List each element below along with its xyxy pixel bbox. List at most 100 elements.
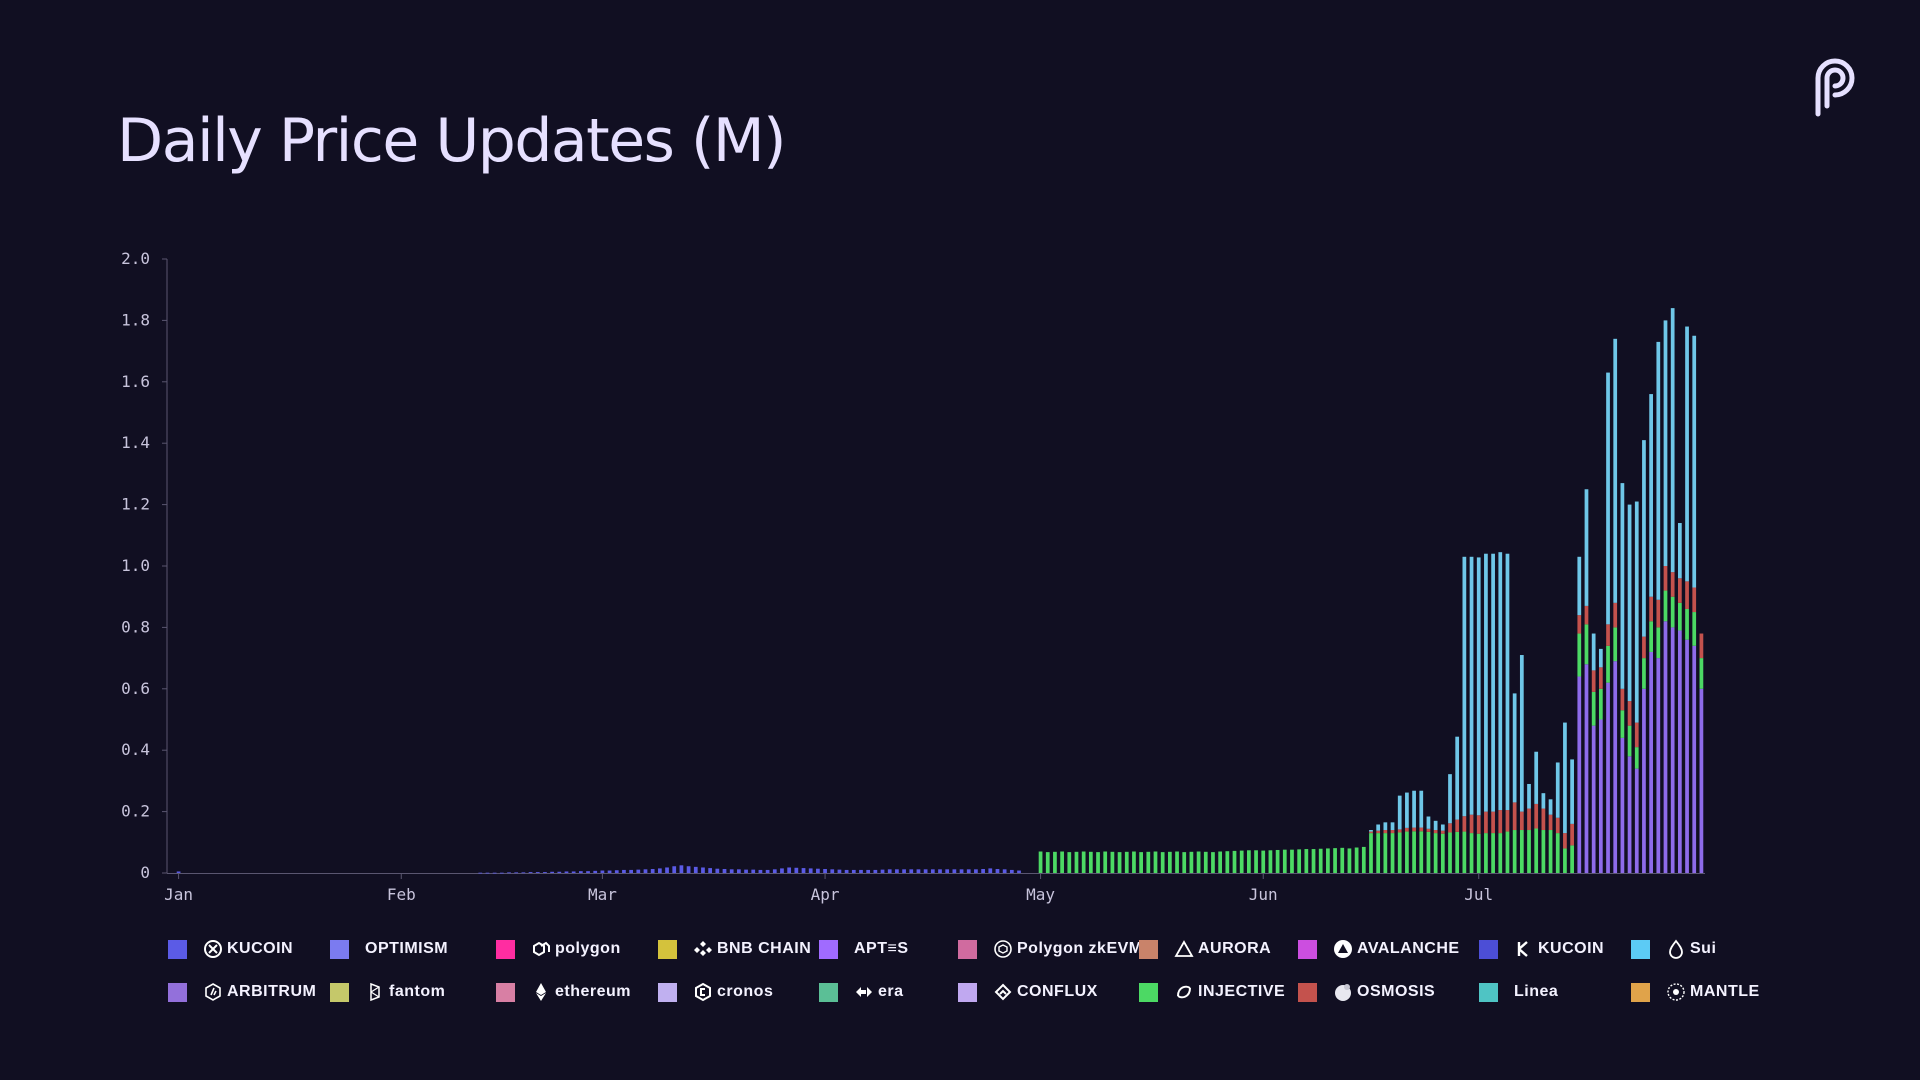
legend-swatch: [1479, 982, 1498, 1002]
bar-segment-2: [1232, 850, 1237, 873]
bar-segment-0: [708, 868, 713, 873]
legend-item: BNB CHAIN: [658, 936, 811, 962]
bar-segment-4: [1663, 320, 1668, 566]
bar-segment-1: [1598, 719, 1603, 873]
bar-segment-2: [1455, 831, 1460, 873]
bar-segment-0: [758, 869, 763, 873]
cronos-icon: [695, 982, 711, 1002]
bar-segment-3: [1426, 828, 1431, 832]
bar-segment-2: [1354, 847, 1359, 873]
legend-item: OPTIMISM: [330, 936, 448, 962]
bar-segment-1: [1692, 645, 1697, 873]
bar-segment-2: [1053, 851, 1057, 873]
bar-segment-3: [1376, 830, 1381, 834]
bar-segment-2: [1347, 848, 1352, 873]
bar-segment-2: [1642, 658, 1646, 689]
bar-segment-2: [1189, 851, 1194, 873]
bar-segment-4: [1527, 783, 1531, 809]
bar-segment-3: [1620, 688, 1625, 711]
bar-segment-0: [679, 865, 684, 873]
bar-segment-3: [1448, 823, 1452, 833]
bar-segment-2: [1634, 747, 1639, 769]
bar-segment-2: [1117, 852, 1122, 873]
arbitrum-icon: [205, 983, 221, 1001]
bar-segment-0: [895, 869, 899, 873]
bar-segment-0: [528, 872, 533, 873]
legend-label: OPTIMISM: [365, 940, 449, 957]
bar-segment-4: [1670, 308, 1675, 573]
bar-segment-4: [1598, 648, 1603, 668]
bar-segment-2: [1627, 725, 1632, 757]
bar-segment-0: [801, 868, 806, 873]
y-tick-label: 1.0: [121, 556, 150, 575]
bar-segment-2: [1527, 830, 1531, 873]
bar-segment-0: [851, 869, 856, 873]
bar-segment-4: [1534, 751, 1539, 804]
bar-segment-2: [1390, 833, 1395, 873]
bar-segment-2: [1440, 833, 1445, 873]
bar-segment-2: [1548, 830, 1553, 873]
bar-segment-4: [1376, 824, 1381, 831]
bar-segment-2: [1598, 688, 1603, 720]
legend-label: Polygon zkEVM: [1017, 940, 1143, 957]
bar-segment-2: [1591, 691, 1596, 726]
legend-label: MANTLE: [1690, 983, 1760, 1000]
x-tick-label: Apr: [811, 885, 840, 904]
bar-segment-0: [665, 867, 669, 873]
bar-segment-0: [586, 871, 590, 873]
bar-segment-3: [1498, 810, 1503, 834]
bar-segment-0: [722, 869, 727, 873]
bar-segment-3: [1591, 670, 1596, 692]
kucoin-community-icon: [204, 940, 222, 958]
bar-segment-4: [1383, 822, 1388, 831]
bar-segment-0: [507, 872, 511, 874]
legend-item: Linea: [1479, 979, 1558, 1005]
bar-segment-2: [1376, 833, 1381, 873]
bar-segment-4: [1512, 693, 1517, 803]
bar-segment-0: [923, 869, 928, 873]
legend-row: ARBITRUM fantom ethereum cronos era CONFLUX IN…: [168, 979, 1759, 1022]
bar-segment-3: [1519, 811, 1524, 831]
bar-segment-2: [1124, 851, 1129, 873]
legend-item: Sui: [1631, 936, 1716, 962]
bar-segment-2: [1405, 831, 1409, 873]
legend-label: KUCOIN: [1538, 940, 1605, 957]
legend-item: APT≡S: [819, 936, 909, 962]
bar-segment-2: [1426, 831, 1431, 873]
bar-segment-2: [1512, 830, 1517, 873]
legend-label: fantom: [389, 983, 446, 1000]
bar-segment-1: [1620, 737, 1625, 873]
bar-segment-4: [1484, 553, 1488, 812]
legend-swatch: [330, 982, 349, 1002]
bar-segment-0: [672, 866, 677, 873]
legend-swatch: [496, 939, 515, 959]
bar-segment-0: [643, 869, 648, 873]
bar-segment-2: [1167, 851, 1172, 873]
legend-item: era: [819, 979, 904, 1005]
bar-segment-2: [1096, 852, 1100, 873]
bar-segment-2: [1462, 831, 1467, 873]
bar-segment-0: [514, 872, 519, 874]
bar-segment-2: [1498, 833, 1503, 873]
bar-segment-2: [1412, 831, 1416, 873]
x-tick-label: Feb: [387, 885, 416, 904]
bar-segment-4: [1405, 792, 1409, 828]
bar-segment-0: [564, 871, 569, 873]
y-tick-label: 0.6: [121, 679, 150, 698]
bar-segment-2: [1110, 851, 1115, 873]
bar-segment-1: [1634, 768, 1639, 873]
x-tick-label: Jun: [1249, 885, 1278, 904]
legend-item: AVALANCHE: [1298, 936, 1460, 962]
bar-segment-4: [1656, 341, 1661, 600]
bar-segment-3: [1642, 636, 1646, 659]
legend-swatch: [496, 982, 515, 1002]
legend-item: OSMOSIS: [1298, 979, 1435, 1005]
bar-segment-2: [1045, 852, 1050, 873]
pyth-logo-icon: [1815, 58, 1855, 117]
bar-segment-3: [1541, 808, 1546, 831]
bar-segment-2: [1369, 833, 1373, 873]
bar-segment-2: [1670, 596, 1675, 628]
bar-segment-2: [1182, 852, 1187, 873]
legend-swatch: [958, 939, 977, 959]
bar-segment-3: [1455, 819, 1460, 832]
